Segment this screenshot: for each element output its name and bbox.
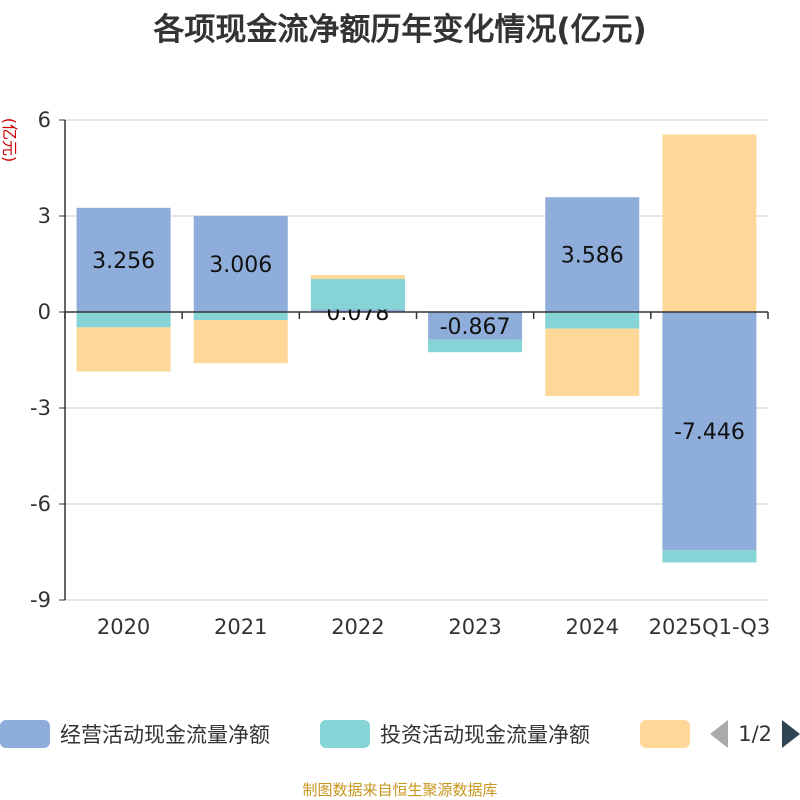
y-axis-label: (亿元) — [0, 118, 19, 163]
data-label: -0.867 — [440, 315, 511, 340]
data-label: 3.256 — [92, 249, 155, 274]
legend-item-investing[interactable]: 投资活动现金流量净额 — [320, 720, 590, 748]
bar-segment — [193, 215, 288, 312]
bar-segment — [310, 309, 405, 312]
x-tick-label: 2020 — [97, 615, 150, 639]
y-tick-label: -9 — [30, 588, 51, 612]
legend-label-operating: 经营活动现金流量净额 — [60, 723, 270, 747]
bar-segment — [545, 312, 640, 329]
bar-segment — [428, 312, 523, 340]
legend-item-financing[interactable] — [640, 720, 690, 748]
legend-label-investing: 投资活动现金流量净额 — [380, 723, 590, 747]
pager-prev-icon[interactable] — [710, 720, 729, 748]
legend-swatch-financing — [640, 720, 690, 748]
y-tick-label: -6 — [30, 492, 51, 516]
data-label: 3.586 — [561, 244, 624, 269]
bar-segment — [662, 134, 757, 312]
bar-segment — [662, 312, 757, 551]
legend-swatch-investing — [320, 720, 370, 748]
bar-segment — [428, 339, 523, 353]
legend-swatch-operating — [0, 720, 50, 748]
bar-segment — [310, 274, 405, 280]
y-tick-label: 6 — [38, 108, 51, 132]
y-tick-label: -3 — [30, 396, 51, 420]
y-tick-label: 3 — [38, 204, 51, 228]
bar-segment-overlay — [310, 279, 405, 310]
chart-title: 各项现金流净额历年变化情况(亿元) — [153, 12, 647, 48]
x-tick-label: 2021 — [214, 615, 267, 639]
data-label: -7.446 — [674, 420, 745, 445]
x-tick-label: 2023 — [448, 615, 501, 639]
source-note: 制图数据来自恒生聚源数据库 — [302, 781, 498, 799]
bar-segment — [76, 327, 171, 372]
bar-segment — [76, 312, 171, 328]
y-tick-label: 0 — [38, 300, 51, 324]
x-tick-label: 2024 — [566, 615, 619, 639]
bar-segment — [662, 550, 757, 563]
bar-chart: 630-3-6-9(亿元)3.256 3.0060.078-0.8673.586-… — [0, 108, 771, 639]
legend-pager: 1/2 — [710, 720, 800, 748]
pager-page-text: 1/2 — [738, 722, 772, 746]
pager-next-icon[interactable] — [782, 720, 800, 748]
x-tick-label: 2022 — [331, 615, 384, 639]
legend: 经营活动现金流量净额 投资活动现金流量净额 1/2 — [0, 714, 800, 754]
bar-segment — [193, 312, 288, 320]
legend-item-operating[interactable]: 经营活动现金流量净额 — [0, 720, 270, 748]
bar-segment — [193, 320, 288, 364]
x-tick-label: 2025Q1-Q3 — [649, 615, 771, 639]
bar-segment — [76, 207, 171, 312]
bar-segment — [545, 328, 640, 397]
bar-segment — [545, 197, 640, 312]
data-label: 3.006 — [209, 253, 272, 278]
